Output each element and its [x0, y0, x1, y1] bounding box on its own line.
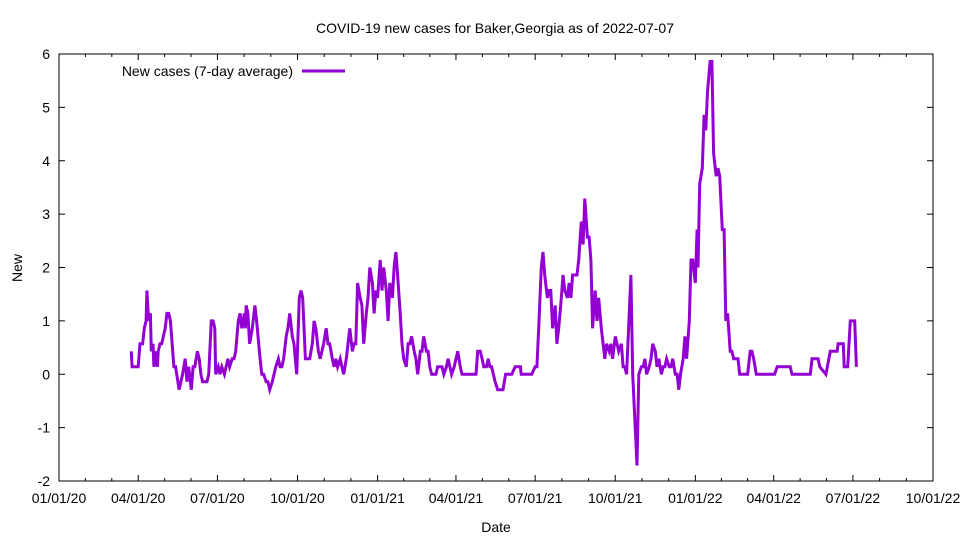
- x-tick-label: 10/01/22: [906, 490, 960, 506]
- x-tick-label: 01/01/21: [350, 490, 405, 506]
- x-tick-label: 04/01/21: [429, 490, 484, 506]
- x-tick-label: 07/01/21: [508, 490, 563, 506]
- y-tick-label: 3: [42, 206, 50, 222]
- y-tick-label: 0: [42, 366, 50, 382]
- x-tick-label: 04/01/22: [746, 490, 801, 506]
- x-tick-label: 07/01/20: [190, 490, 245, 506]
- y-tick-label: 5: [42, 99, 50, 115]
- y-tick-label: 4: [42, 153, 50, 169]
- y-axis: -2 -1 0 1 2 3 4 5 6: [38, 46, 933, 489]
- x-tick-label: 01/01/20: [32, 490, 87, 506]
- x-tick-label: 04/01/20: [111, 490, 166, 506]
- y-tick-label: -2: [38, 473, 51, 489]
- x-tick-label: 10/01/20: [270, 490, 325, 506]
- series-line-new-cases: [129, 60, 858, 466]
- legend-label: New cases (7-day average): [122, 63, 293, 79]
- legend: New cases (7-day average): [122, 63, 345, 79]
- x-axis-label: Date: [481, 519, 511, 535]
- x-tick-label: 07/01/22: [826, 490, 881, 506]
- plot-frame: [58, 53, 934, 482]
- y-tick-label: 6: [42, 46, 50, 62]
- x-tick-label: 01/01/22: [668, 490, 723, 506]
- x-tick-label: 10/01/21: [588, 490, 643, 506]
- y-axis-label: New: [9, 253, 25, 282]
- y-tick-label: -1: [38, 420, 51, 436]
- y-tick-label: 2: [42, 260, 50, 276]
- y-tick-label: 1: [42, 313, 50, 329]
- x-axis: 01/01/20 04/01/20 07/01/20 10/01/20 01/01/21…: [32, 54, 960, 506]
- chart-title: COVID-19 new cases for Baker,Georgia as …: [316, 20, 674, 36]
